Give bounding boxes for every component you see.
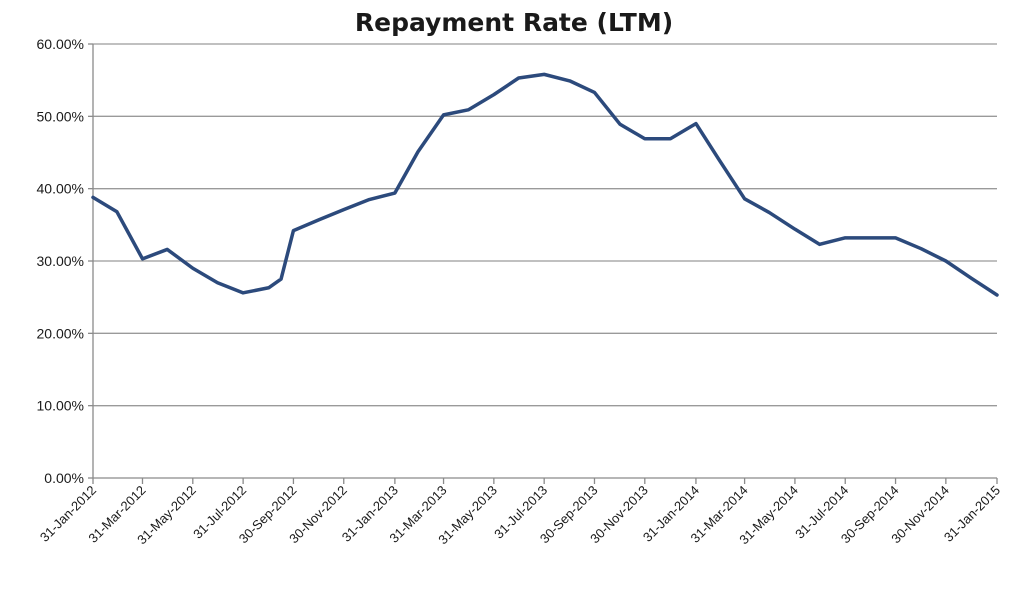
axes [88, 43, 998, 484]
gridlines [93, 43, 997, 407]
y-tick-label: 0.00% [44, 470, 84, 486]
series-line-0 [91, 72, 999, 297]
x-axis-tick-labels: 31-Jan-201231-Mar-201231-May-201231-Jul-… [37, 483, 1003, 548]
y-tick-label: 30.00% [37, 253, 84, 269]
y-tick-label: 20.00% [37, 325, 84, 341]
chart-title: Repayment Rate (LTM) [355, 8, 673, 37]
y-tick-label: 40.00% [37, 181, 84, 197]
y-tick-label: 60.00% [37, 36, 84, 52]
y-axis-tick-labels: 0.00% 10.00% 20.00% 30.00% 40.00% 50.00% 60.00… [37, 36, 84, 486]
series-layer [91, 72, 999, 297]
y-tick-label: 50.00% [37, 108, 84, 124]
y-tick-label: 10.00% [37, 398, 84, 414]
